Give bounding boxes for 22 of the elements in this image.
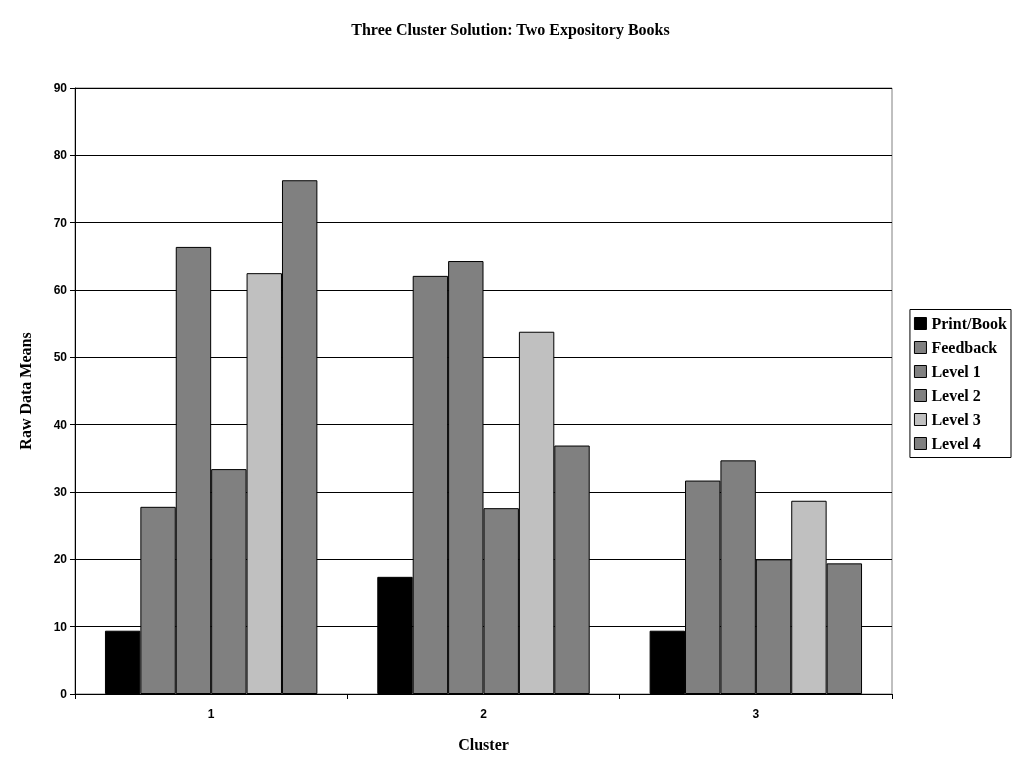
y-tick-label: 20 — [53, 552, 68, 567]
x-axis-title: Cluster — [458, 735, 509, 753]
legend-label: Level 3 — [931, 411, 981, 428]
y-tick-label: 80 — [53, 148, 68, 163]
y-tick-label: 40 — [53, 417, 68, 432]
y-tick-label: 90 — [53, 81, 68, 95]
x-tick-label: 1 — [207, 707, 215, 721]
x-tick-label: 3 — [752, 707, 760, 721]
y-tick-label: 70 — [53, 215, 68, 230]
legend-label: Level 2 — [931, 387, 981, 404]
y-tick-label: 0 — [60, 687, 68, 701]
y-axis-title: Raw Data Means — [16, 332, 34, 450]
y-tick-label: 30 — [53, 485, 68, 499]
x-tick-label: 2 — [480, 707, 488, 721]
chart-title: Three Cluster Solution: Two Expository Books — [351, 20, 670, 39]
y-tick-label: 50 — [53, 350, 68, 365]
legend-label: Feedback — [931, 339, 998, 356]
legend-label: Level 4 — [931, 435, 981, 452]
legend-label: Print/Book — [931, 315, 1008, 332]
y-tick-label: 10 — [53, 619, 68, 634]
y-tick-label: 60 — [53, 283, 68, 297]
legend-label: Level 1 — [931, 363, 981, 380]
